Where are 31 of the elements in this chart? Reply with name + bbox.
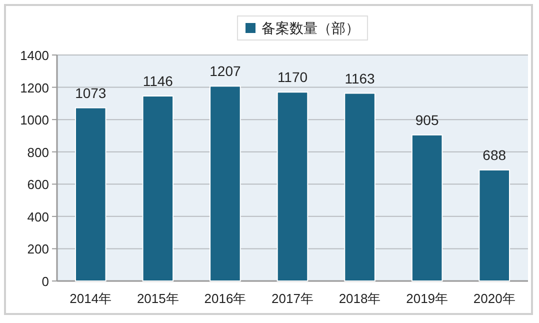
y-tick-label: 400 <box>27 209 49 224</box>
data-label: 1073 <box>75 84 106 101</box>
data-label: 688 <box>482 146 506 163</box>
y-tick-label: 1400 <box>20 48 49 63</box>
bar <box>210 86 241 282</box>
x-tick-label: 2018年 <box>338 291 381 306</box>
y-tick-label: 600 <box>27 177 49 192</box>
bar <box>478 169 510 282</box>
y-tick-label: 800 <box>27 144 49 160</box>
data-label: 1146 <box>142 73 174 90</box>
x-tick-label: 2020年 <box>473 291 516 306</box>
bar <box>142 96 174 282</box>
data-label: 1170 <box>277 69 308 86</box>
y-tick-label: 1000 <box>20 112 49 128</box>
legend-label: 备案数量（部） <box>262 20 360 36</box>
legend: 备案数量（部） <box>237 16 368 40</box>
y-tick-label: 200 <box>27 242 49 257</box>
x-tick-label: 2017年 <box>272 291 314 306</box>
x-tick-label: 2015年 <box>136 291 179 306</box>
y-tick-label: 0 <box>42 274 49 289</box>
x-tick-label: 2016年 <box>204 291 246 306</box>
bar <box>75 107 106 282</box>
y-tick-label: 1200 <box>20 80 49 96</box>
bar <box>344 92 376 282</box>
data-label: 905 <box>415 112 439 128</box>
data-label: 1163 <box>344 70 376 86</box>
x-tick-label: 2019年 <box>406 291 448 306</box>
bar <box>411 134 443 282</box>
x-tick-label: 2014年 <box>70 291 112 306</box>
data-label: 1207 <box>210 63 241 80</box>
bar <box>276 92 308 282</box>
